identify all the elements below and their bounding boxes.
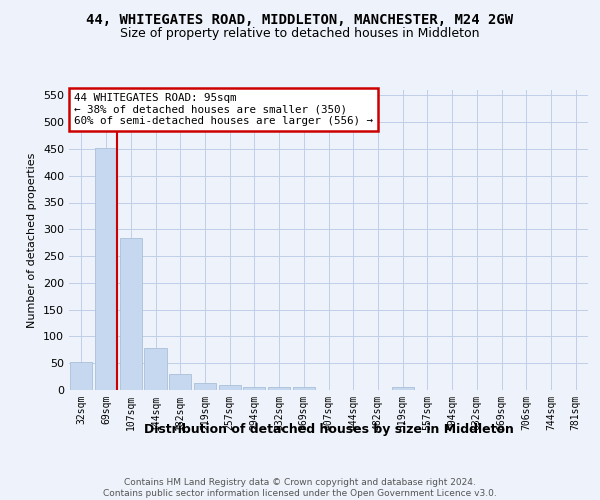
Text: 44 WHITEGATES ROAD: 95sqm
← 38% of detached houses are smaller (350)
60% of semi: 44 WHITEGATES ROAD: 95sqm ← 38% of detac… (74, 93, 373, 126)
Bar (119, 238, 142, 390)
Bar (194, 382, 216, 390)
Bar (392, 388, 414, 390)
Bar (95, 148, 117, 390)
Bar (218, 384, 241, 390)
Bar (70, 362, 92, 390)
Bar (243, 388, 265, 390)
Text: 44, WHITEGATES ROAD, MIDDLETON, MANCHESTER, M24 2GW: 44, WHITEGATES ROAD, MIDDLETON, MANCHEST… (86, 12, 514, 26)
Text: Size of property relative to detached houses in Middleton: Size of property relative to detached ho… (120, 28, 480, 40)
Bar (145, 348, 167, 390)
Bar (268, 388, 290, 390)
Y-axis label: Number of detached properties: Number of detached properties (28, 152, 37, 328)
Bar (293, 387, 315, 390)
Text: Distribution of detached houses by size in Middleton: Distribution of detached houses by size … (144, 422, 514, 436)
Bar (169, 374, 191, 390)
Text: Contains HM Land Registry data © Crown copyright and database right 2024.
Contai: Contains HM Land Registry data © Crown c… (103, 478, 497, 498)
